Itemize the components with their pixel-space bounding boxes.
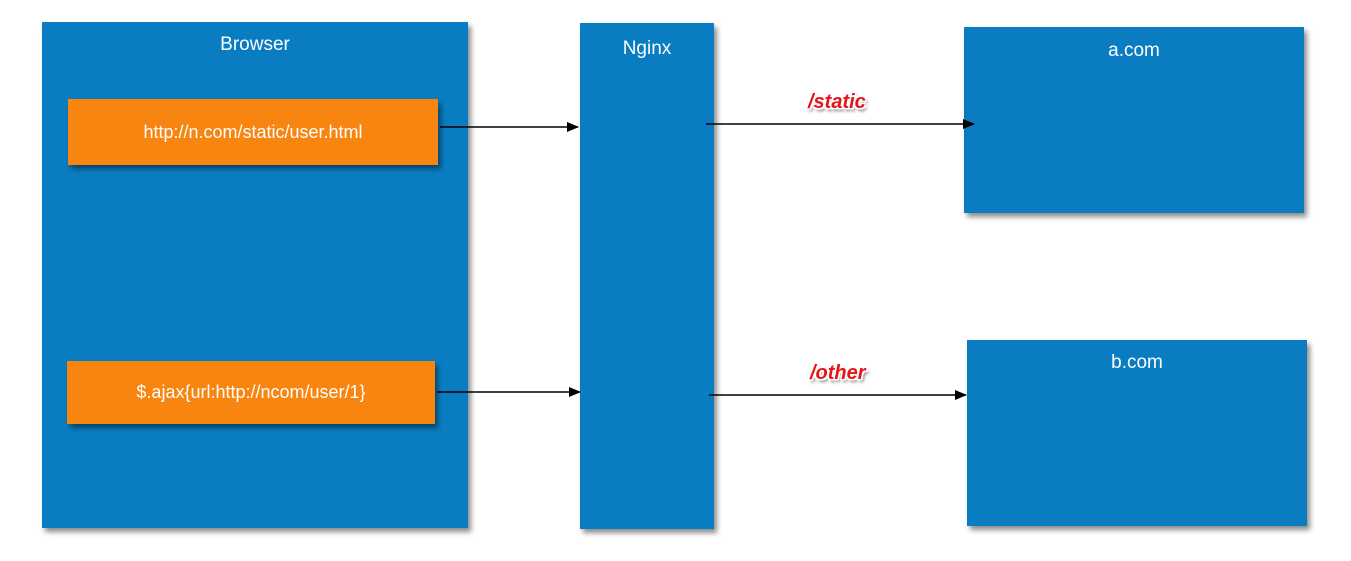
request-ajax: $.ajax{url:http://ncom/user/1} <box>67 361 435 424</box>
nginx-title: Nginx <box>622 38 672 59</box>
server-b-title: b.com <box>1111 352 1163 373</box>
route-label-other: /other <box>810 362 866 384</box>
server-a-box: a.com <box>964 27 1304 213</box>
server-b-box: b.com <box>967 340 1307 526</box>
request-static-html-label: http://n.com/static/user.html <box>143 121 363 142</box>
route-label-static: /static <box>808 91 866 113</box>
nginx-box: Nginx <box>580 23 714 529</box>
request-ajax-label: $.ajax{url:http://ncom/user/1} <box>136 382 366 402</box>
browser-title: Browser <box>220 34 290 55</box>
server-a-title: a.com <box>1108 40 1160 61</box>
request-static-html: http://n.com/static/user.html <box>68 99 438 165</box>
